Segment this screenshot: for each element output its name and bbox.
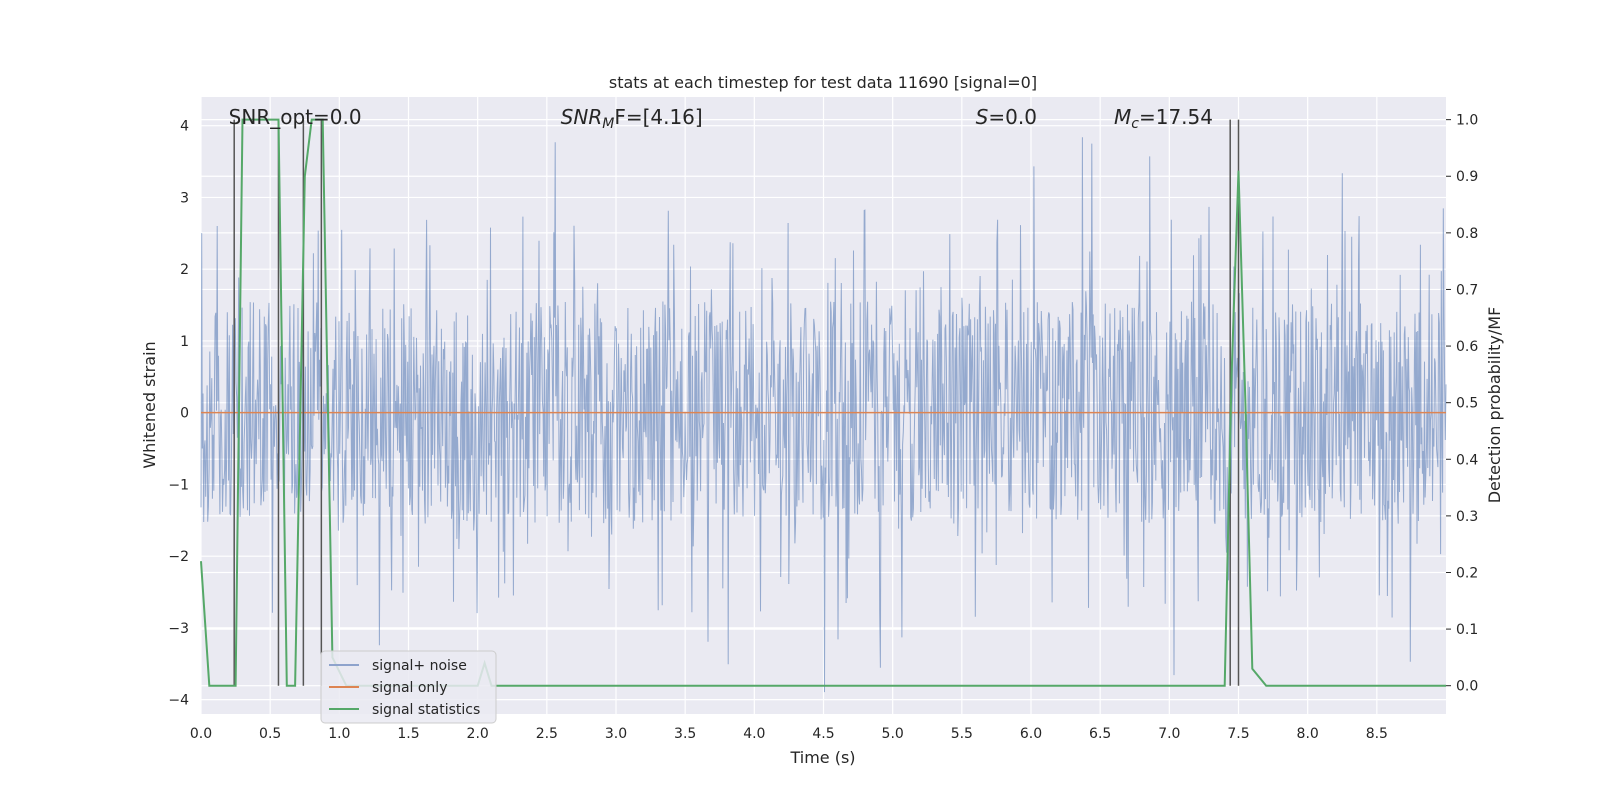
y2-axis-ticks: 1.0 0.9 0.8 0.7 0.6 0.5 0.4 0.3 0.2 0.1 0.0 xyxy=(1446,113,1478,695)
y2-axis-label: Detection probability/MF xyxy=(1485,307,1504,504)
y-tick-label: 2 xyxy=(180,262,189,278)
y-tick-label: −1 xyxy=(168,477,189,493)
legend-label-signal-only: signal only xyxy=(372,680,447,696)
y-axis-ticks: 4 3 2 1 0 −1 −2 −3 −4 xyxy=(168,119,189,709)
x-tick-label: 2.0 xyxy=(467,726,489,742)
x-tick-label: 4.0 xyxy=(743,726,765,742)
y2-tick-label: 0.8 xyxy=(1456,226,1478,242)
legend-box xyxy=(320,650,497,724)
y-tick-label: 3 xyxy=(180,190,189,206)
x-tick-label: 8.0 xyxy=(1297,726,1319,742)
y2-tick-label: 0.4 xyxy=(1456,452,1478,468)
x-tick-label: 0.0 xyxy=(190,726,212,742)
y-axis-label: Whitened strain xyxy=(140,341,159,468)
x-tick-label: 0.5 xyxy=(259,726,281,742)
y2-tick-label: 0.7 xyxy=(1456,282,1478,298)
y2-tick-label: 0.0 xyxy=(1456,679,1478,695)
y2-tick-label: 0.2 xyxy=(1456,565,1478,581)
annotation: S=0.0 xyxy=(976,105,1037,129)
x-tick-label: 8.5 xyxy=(1366,726,1388,742)
legend-label-statistics: signal statistics xyxy=(372,702,480,718)
y2-tick-label: 1.0 xyxy=(1456,113,1478,129)
y-tick-label: −4 xyxy=(168,693,189,709)
y-tick-label: −3 xyxy=(168,621,189,637)
x-tick-label: 1.5 xyxy=(397,726,419,742)
y-tick-label: −2 xyxy=(168,549,189,565)
y2-tick-label: 0.9 xyxy=(1456,169,1478,185)
x-axis-ticks: 0.0 0.5 1.0 1.5 2.0 2.5 3.0 3.5 4.0 4.5 5.0 5.5 6.0 6… xyxy=(190,726,1388,742)
legend-label-noise: signal+ noise xyxy=(372,658,467,674)
y2-tick-label: 0.6 xyxy=(1456,339,1478,355)
x-tick-label: 5.0 xyxy=(882,726,904,742)
x-tick-label: 2.5 xyxy=(536,726,558,742)
x-tick-label: 3.5 xyxy=(674,726,696,742)
y2-tick-label: 0.3 xyxy=(1456,509,1478,525)
x-tick-label: 5.5 xyxy=(951,726,973,742)
x-axis-label: Time (s) xyxy=(789,748,855,767)
chart-title: stats at each timestep for test data 116… xyxy=(609,73,1037,92)
x-tick-label: 7.5 xyxy=(1227,726,1249,742)
annotation: SNRMF=[4.16] xyxy=(561,105,703,132)
x-tick-label: 3.0 xyxy=(605,726,627,742)
y2-tick-label: 0.5 xyxy=(1456,396,1478,412)
y2-tick-label: 0.1 xyxy=(1456,622,1478,638)
y-tick-label: 4 xyxy=(180,119,189,135)
x-tick-label: 7.0 xyxy=(1158,726,1180,742)
annotation: SNR_opt=0.0 xyxy=(229,105,362,129)
legend: signal+ noise signal only signal statist… xyxy=(320,650,497,724)
x-tick-label: 6.0 xyxy=(1020,726,1042,742)
y-tick-label: 0 xyxy=(180,406,189,422)
x-tick-label: 1.0 xyxy=(328,726,350,742)
annotation: Mc=17.54 xyxy=(1114,105,1213,132)
x-tick-label: 4.5 xyxy=(812,726,834,742)
y-tick-label: 1 xyxy=(180,334,189,350)
annotations: SNR_opt=0.0 SNRMF=[4.16] S=0.0 Mc=17.54 xyxy=(229,105,1213,132)
x-tick-label: 6.5 xyxy=(1089,726,1111,742)
